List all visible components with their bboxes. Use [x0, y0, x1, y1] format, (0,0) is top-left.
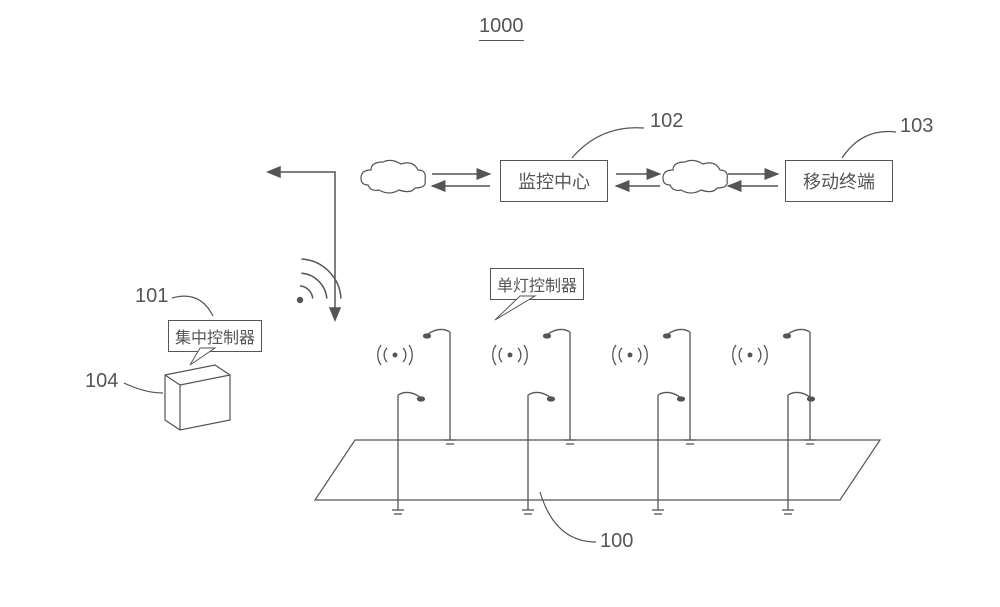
road	[315, 440, 880, 500]
cloud-2	[663, 160, 727, 193]
system-diagram: 1000 监控中心 移动终端 集中控制器 单灯控制器 102 103 101 1…	[0, 0, 1000, 607]
lamps-front	[392, 392, 815, 514]
bidir-arrows-3	[728, 174, 778, 186]
callout-tails	[190, 296, 535, 365]
controller-cabinet	[165, 365, 230, 430]
wifi-arcs	[298, 251, 349, 302]
cloud-1	[361, 160, 425, 193]
diagram-svg	[0, 0, 1000, 607]
main-path	[268, 167, 340, 320]
radio-symbols	[378, 345, 768, 365]
lamps-back	[424, 329, 817, 444]
bidir-arrows-1	[432, 174, 490, 186]
leaders	[124, 128, 896, 542]
bidir-arrows-2	[616, 174, 660, 186]
